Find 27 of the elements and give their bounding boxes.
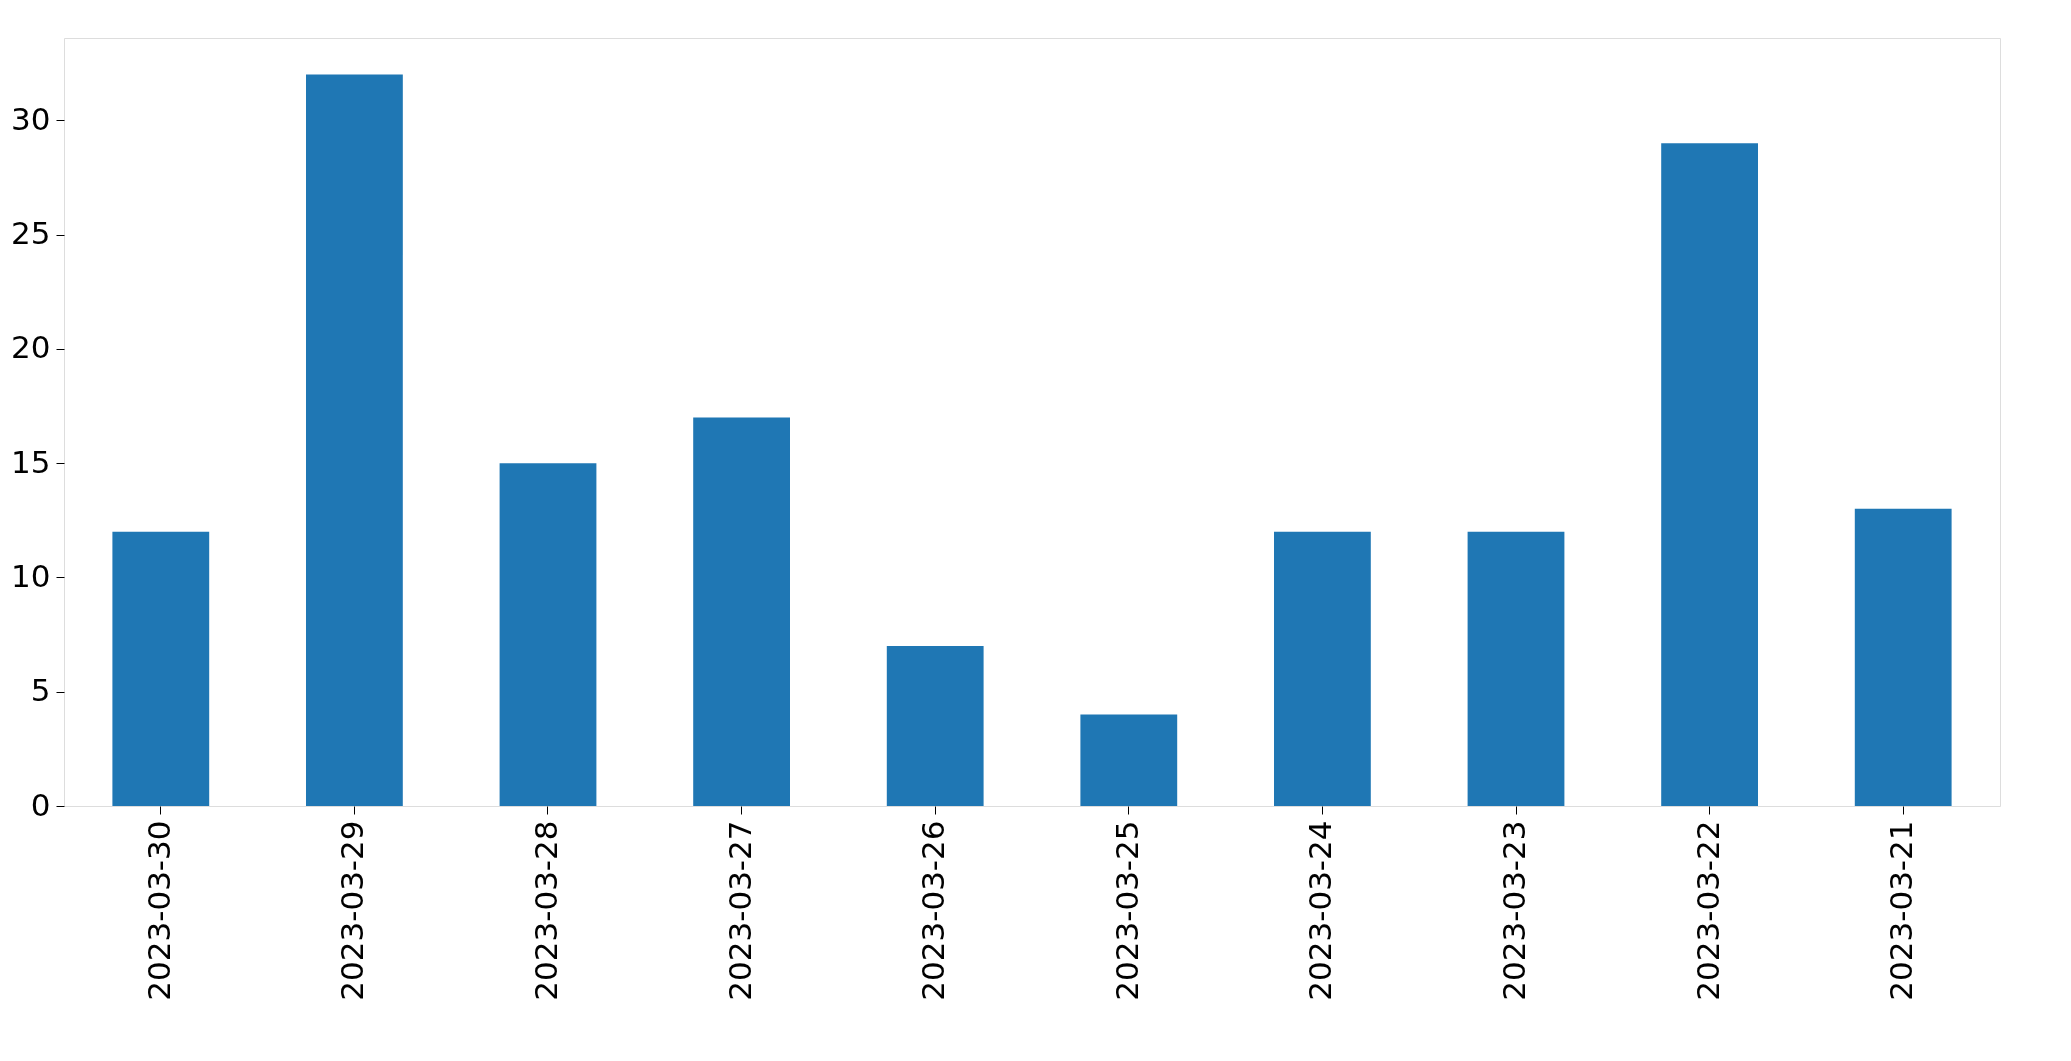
x-tick-label: 2023-03-21: [1883, 820, 1920, 1001]
y-tick-label: 25: [11, 215, 51, 252]
bar: [112, 531, 210, 806]
y-tick-label: 10: [11, 557, 51, 594]
bar: [306, 74, 403, 806]
x-tick-label: 2023-03-23: [1496, 820, 1532, 1001]
x-tick-label: 2023-03-30: [140, 820, 177, 1001]
bar: [1661, 143, 1758, 806]
y-tick-label: 30: [11, 100, 51, 137]
x-tick-label: 2023-03-29: [334, 820, 371, 1001]
x-tick-label: 2023-03-26: [915, 820, 952, 1001]
bar: [693, 417, 790, 806]
bar: [1274, 531, 1371, 806]
bar: [886, 646, 984, 806]
x-tick-label: 2023-03-22: [1689, 820, 1726, 1001]
y-tick-label: 20: [11, 329, 51, 366]
y-tick-label: 0: [30, 786, 51, 823]
x-tick-label: 2023-03-28: [528, 820, 564, 1001]
x-tick-label: 2023-03-24: [1302, 820, 1339, 1001]
bar: [499, 463, 597, 806]
y-tick-label: 15: [11, 443, 51, 480]
bar: [1080, 714, 1178, 806]
y-tick-label: 5: [30, 672, 51, 709]
bar: [1467, 531, 1565, 806]
x-tick-label: 2023-03-25: [1108, 820, 1145, 1001]
x-tick-label: 2023-03-27: [721, 820, 758, 1001]
bar: [1854, 508, 1952, 806]
